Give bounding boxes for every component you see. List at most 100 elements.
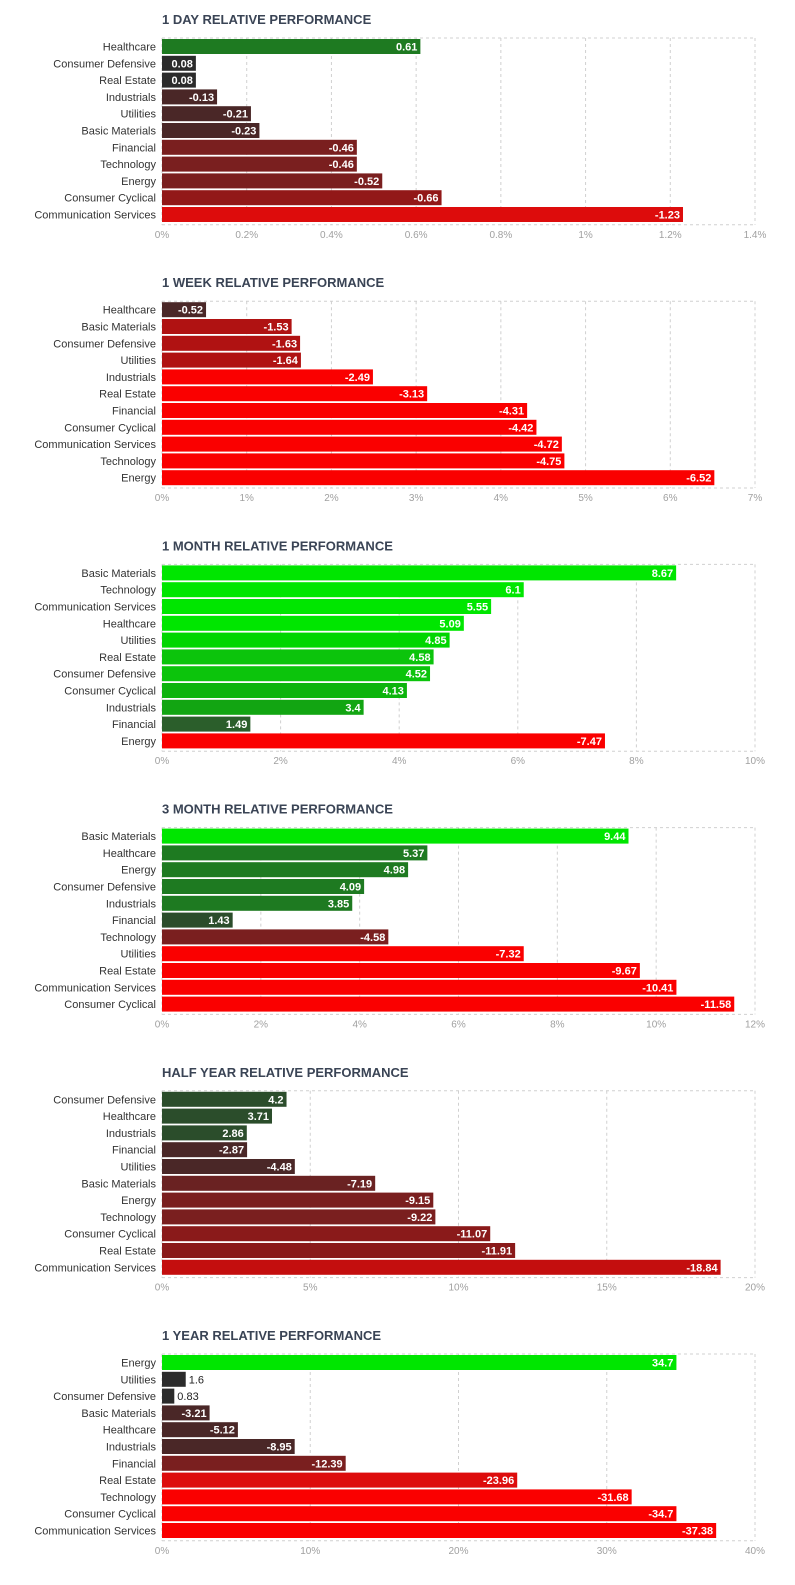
chart-panel-2: 1 WEEK RELATIVE PERFORMANCE 0% 1% 2% 3% 4% 5% 6…: [34, 275, 762, 504]
x-tick-label: 10%: [448, 1283, 468, 1294]
bar-communication-services[interactable]: [162, 979, 677, 995]
bar-financial[interactable]: [162, 716, 251, 732]
bar-basic-materials[interactable]: [162, 565, 677, 581]
bar-consumer-defensive[interactable]: [162, 335, 301, 351]
bar-healthcare[interactable]: [162, 615, 464, 631]
bar-real-estate[interactable]: [162, 649, 434, 665]
bar-utilities[interactable]: [162, 106, 251, 122]
category-label: Communication Services: [34, 602, 156, 614]
bar-consumer-cyclical[interactable]: [162, 190, 442, 206]
bar-energy[interactable]: [162, 862, 409, 878]
category-label: Technology: [100, 159, 156, 171]
bar-real-estate[interactable]: [162, 1243, 516, 1258]
bar-consumer-defensive[interactable]: [162, 1091, 287, 1107]
category-label: Technology: [100, 456, 156, 468]
value-label: 4.2: [268, 1094, 283, 1106]
bar-energy[interactable]: [162, 1355, 677, 1370]
bar-communication-services[interactable]: [162, 599, 492, 614]
value-label: 3.85: [328, 898, 349, 910]
bar-financial[interactable]: [162, 403, 528, 418]
value-label: 5.37: [403, 848, 424, 860]
bar-healthcare[interactable]: [162, 1422, 238, 1438]
bar-utilities[interactable]: [162, 946, 524, 962]
bar-industrials[interactable]: [162, 1125, 247, 1141]
bar-consumer-defensive[interactable]: [162, 879, 365, 894]
bar-financial[interactable]: [162, 1455, 346, 1471]
x-tick-label: 1%: [578, 230, 593, 241]
category-label: Consumer Defensive: [53, 669, 156, 681]
bar-consumer-defensive[interactable]: [162, 55, 196, 71]
value-label: 4.85: [425, 635, 446, 647]
bar-energy[interactable]: [162, 1192, 434, 1208]
bar-utilities[interactable]: [162, 1159, 295, 1174]
bar-basic-materials[interactable]: [162, 1175, 376, 1191]
category-label: Real Estate: [99, 1475, 156, 1487]
bar-energy[interactable]: [162, 470, 715, 486]
bar-industrials[interactable]: [162, 89, 218, 105]
category-label: Consumer Defensive: [53, 1391, 156, 1403]
category-label: Healthcare: [103, 1425, 156, 1437]
bar-communication-services[interactable]: [162, 207, 683, 222]
bar-real-estate[interactable]: [162, 386, 428, 402]
bar-basic-materials[interactable]: [162, 828, 629, 844]
category-label: Communication Services: [34, 210, 156, 222]
bar-utilities[interactable]: [162, 632, 450, 648]
bar-financial[interactable]: [162, 139, 357, 155]
category-label: Basic Materials: [81, 322, 156, 334]
bar-real-estate[interactable]: [162, 72, 196, 88]
x-tick-label: 0%: [155, 230, 170, 241]
bar-industrials[interactable]: [162, 895, 353, 911]
bar-energy[interactable]: [162, 173, 383, 189]
bar-technology[interactable]: [162, 929, 389, 945]
bar-financial[interactable]: [162, 912, 233, 928]
bar-technology[interactable]: [162, 1209, 436, 1225]
category-label: Energy: [121, 176, 156, 188]
bar-consumer-defensive[interactable]: [162, 1388, 175, 1404]
value-label: 3.4: [345, 702, 361, 714]
bar-industrials[interactable]: [162, 1439, 295, 1454]
bar-financial[interactable]: [162, 1142, 248, 1158]
bar-basic-materials[interactable]: [162, 1405, 210, 1421]
bar-healthcare[interactable]: [162, 845, 428, 861]
value-label: -4.42: [508, 422, 533, 434]
bar-technology[interactable]: [162, 582, 524, 598]
value-label: -4.31: [499, 406, 524, 418]
bar-technology[interactable]: [162, 453, 565, 469]
x-tick-label: 1.4%: [744, 230, 767, 241]
bar-consumer-defensive[interactable]: [162, 666, 431, 682]
bar-real-estate[interactable]: [162, 963, 640, 978]
bar-consumer-cyclical[interactable]: [162, 1506, 677, 1522]
x-tick-label: 5%: [578, 493, 593, 504]
bar-consumer-cyclical[interactable]: [162, 419, 537, 435]
bar-communication-services[interactable]: [162, 1259, 721, 1275]
category-label: Basic Materials: [81, 1408, 156, 1420]
x-tick-label: 0%: [155, 1283, 170, 1294]
bar-communication-services[interactable]: [162, 1523, 717, 1538]
value-label: -4.48: [267, 1162, 292, 1174]
bar-technology[interactable]: [162, 156, 357, 172]
bar-industrials[interactable]: [162, 369, 373, 385]
bar-technology[interactable]: [162, 1489, 632, 1505]
bar-consumer-cyclical[interactable]: [162, 683, 407, 698]
bar-industrials[interactable]: [162, 699, 364, 715]
bar-consumer-cyclical[interactable]: [162, 996, 735, 1012]
bar-healthcare[interactable]: [162, 302, 207, 318]
bar-energy[interactable]: [162, 733, 605, 749]
bar-healthcare[interactable]: [162, 1108, 273, 1124]
category-label: Financial: [112, 915, 156, 927]
bar-communication-services[interactable]: [162, 436, 562, 452]
category-label: Real Estate: [99, 1246, 156, 1258]
bar-consumer-cyclical[interactable]: [162, 1226, 491, 1242]
chart-title: 1 DAY RELATIVE PERFORMANCE: [162, 12, 372, 27]
bar-healthcare[interactable]: [162, 39, 421, 54]
bar-basic-materials[interactable]: [162, 123, 260, 138]
category-label: Utilities: [121, 1374, 157, 1386]
bar-utilities[interactable]: [162, 1371, 186, 1387]
category-label: Utilities: [121, 109, 157, 121]
value-label: -4.75: [536, 456, 561, 468]
bar-utilities[interactable]: [162, 352, 301, 368]
category-label: Real Estate: [99, 389, 156, 401]
chart-title: 3 MONTH RELATIVE PERFORMANCE: [162, 802, 393, 817]
bar-basic-materials[interactable]: [162, 319, 292, 334]
bar-real-estate[interactable]: [162, 1472, 518, 1488]
